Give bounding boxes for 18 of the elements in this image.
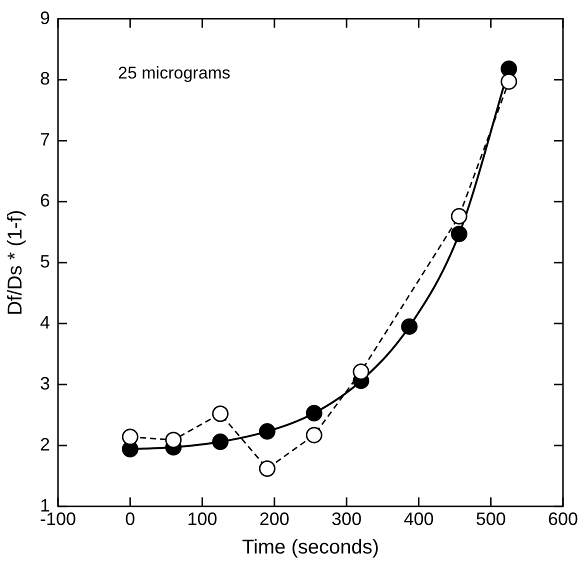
y-tick-label: 2: [40, 434, 50, 454]
x-tick-label: 600: [548, 509, 578, 530]
x-tick-label: 300: [332, 509, 362, 530]
y-axis-title: Df/Ds * (1-f): [4, 210, 27, 316]
x-tick-label: 500: [476, 509, 506, 530]
x-tick-label: 400: [404, 509, 434, 530]
y-tick-label: 9: [40, 8, 50, 28]
y-tick-label: 4: [40, 312, 50, 333]
y-tick-label: 6: [40, 190, 50, 211]
y-tick-label: 8: [40, 68, 50, 89]
x-tick-label: 100: [187, 509, 218, 530]
y-tick-label: 5: [40, 252, 50, 272]
y-tick-label: 3: [40, 373, 50, 394]
annotation: 25 micrograms: [118, 63, 230, 82]
x-tick-label: 200: [259, 509, 290, 530]
y-tick-label: 7: [40, 130, 50, 150]
x-axis-title: Time (seconds): [242, 536, 380, 559]
x-tick-label: 0: [125, 509, 136, 530]
